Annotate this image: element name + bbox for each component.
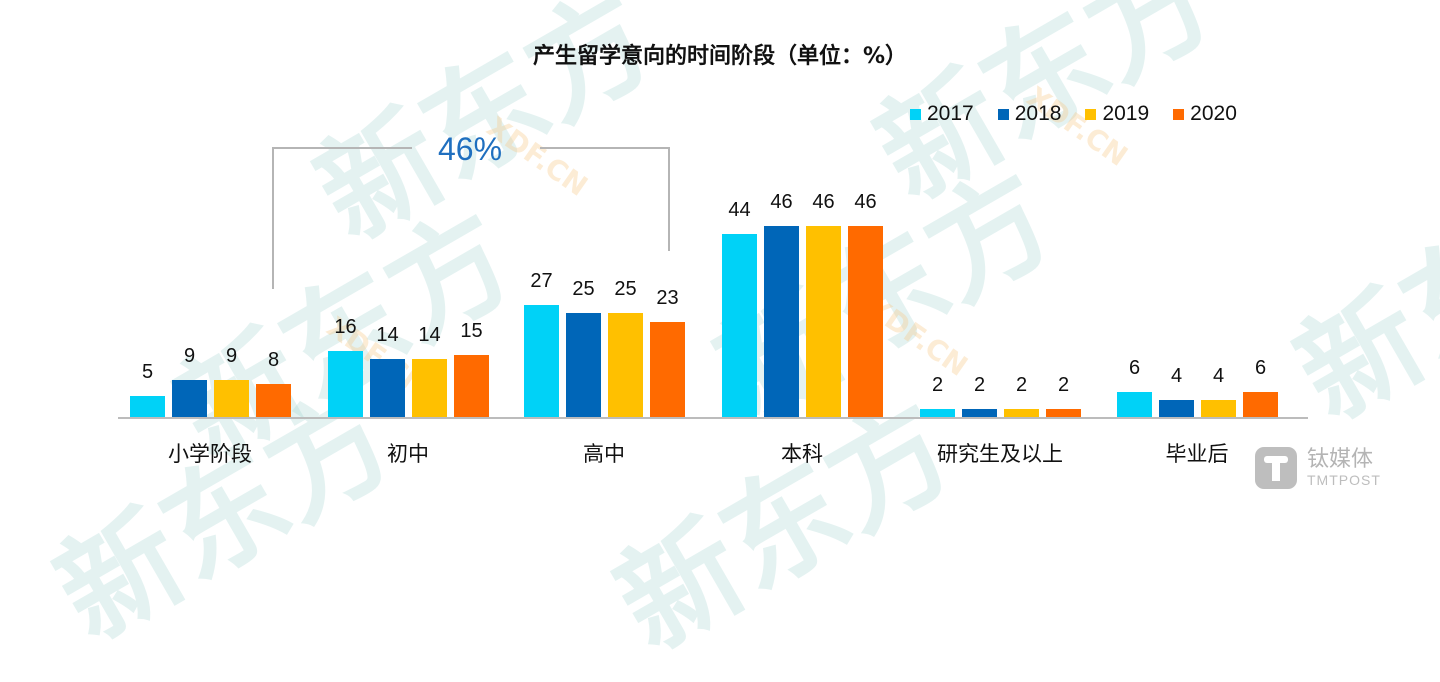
data-label: 46 (770, 191, 793, 214)
watermark-logo: 新东方 (1275, 146, 1440, 448)
bar (608, 313, 643, 417)
data-label: 5 (141, 361, 154, 384)
legend-label: 2017 (927, 102, 974, 125)
data-label: 46 (812, 191, 835, 214)
tmtpost-logo: 钛媒体 TMTPOST (1255, 447, 1381, 489)
bar (962, 408, 997, 417)
category-label: 初中 (387, 442, 429, 466)
data-label: 23 (656, 286, 679, 309)
data-label: 46 (854, 191, 877, 214)
bar (256, 383, 291, 417)
data-label: 16 (334, 315, 357, 338)
bar (524, 304, 559, 417)
data-label: 14 (376, 323, 399, 346)
bar (130, 396, 165, 417)
logo-sub: TMTPOST (1307, 472, 1381, 488)
bar (214, 379, 249, 417)
data-label: 2 (931, 373, 944, 396)
legend-item-2018: 2018 (997, 102, 1062, 126)
data-label: 2 (1015, 373, 1028, 396)
legend-label: 2019 (1102, 102, 1150, 125)
data-label: 4 (1212, 365, 1225, 388)
data-label: 44 (728, 199, 751, 222)
bar (370, 358, 405, 417)
data-label: 8 (267, 348, 280, 371)
legend-swatch (1085, 108, 1097, 120)
legend: 2017 2018 2019 2020 (910, 102, 1237, 126)
category-label: 本科 (781, 442, 823, 466)
bar (1004, 408, 1039, 417)
data-label: 6 (1254, 357, 1267, 380)
data-label: 25 (572, 278, 595, 301)
category-label: 毕业后 (1165, 442, 1229, 466)
annotation-label: 46% (437, 131, 503, 167)
data-label: 25 (614, 278, 637, 301)
legend-swatch (997, 108, 1009, 120)
bar (1201, 400, 1236, 417)
data-label: 14 (418, 323, 441, 346)
bar (1243, 392, 1278, 417)
data-label: 15 (460, 319, 483, 342)
legend-swatch (910, 108, 921, 120)
legend-label: 2020 (1190, 102, 1237, 125)
data-label: 27 (530, 269, 553, 292)
bar (722, 234, 757, 417)
data-label: 6 (1128, 357, 1141, 380)
legend-item-2017: 2017 (910, 102, 974, 126)
x-axis-line (118, 417, 1308, 419)
bar (454, 354, 489, 417)
data-label: 9 (183, 344, 196, 367)
category-label: 高中 (583, 442, 625, 466)
bar (1117, 392, 1152, 417)
bar (566, 313, 601, 417)
data-label: 4 (1170, 365, 1183, 388)
bar (806, 226, 841, 417)
bar (848, 226, 883, 417)
bar (920, 408, 955, 417)
data-label: 2 (973, 373, 986, 396)
legend-swatch (1173, 108, 1185, 120)
bar (328, 350, 363, 417)
legend-item-2020: 2020 (1173, 102, 1237, 126)
annotation-bracket-right (540, 147, 670, 251)
annotation-bracket-left (272, 147, 412, 289)
data-label: 2 (1057, 373, 1070, 396)
tmtpost-logo-icon (1255, 447, 1297, 489)
data-label: 9 (225, 344, 238, 367)
chart-title: 产生留学意向的时间阶段（单位：%） (532, 44, 908, 69)
legend-label: 2018 (1014, 102, 1062, 125)
legend-item-2019: 2019 (1085, 102, 1149, 126)
bar (650, 321, 685, 417)
bar (412, 358, 447, 417)
logo-name: 钛媒体 (1307, 447, 1374, 472)
bar (172, 379, 207, 417)
bar (1159, 400, 1194, 417)
bar (764, 226, 799, 417)
watermark-url: XDF.CN (1020, 80, 1134, 173)
bar (1046, 408, 1081, 417)
category-label: 小学阶段 (168, 442, 252, 466)
category-label: 研究生及以上 (937, 442, 1063, 466)
